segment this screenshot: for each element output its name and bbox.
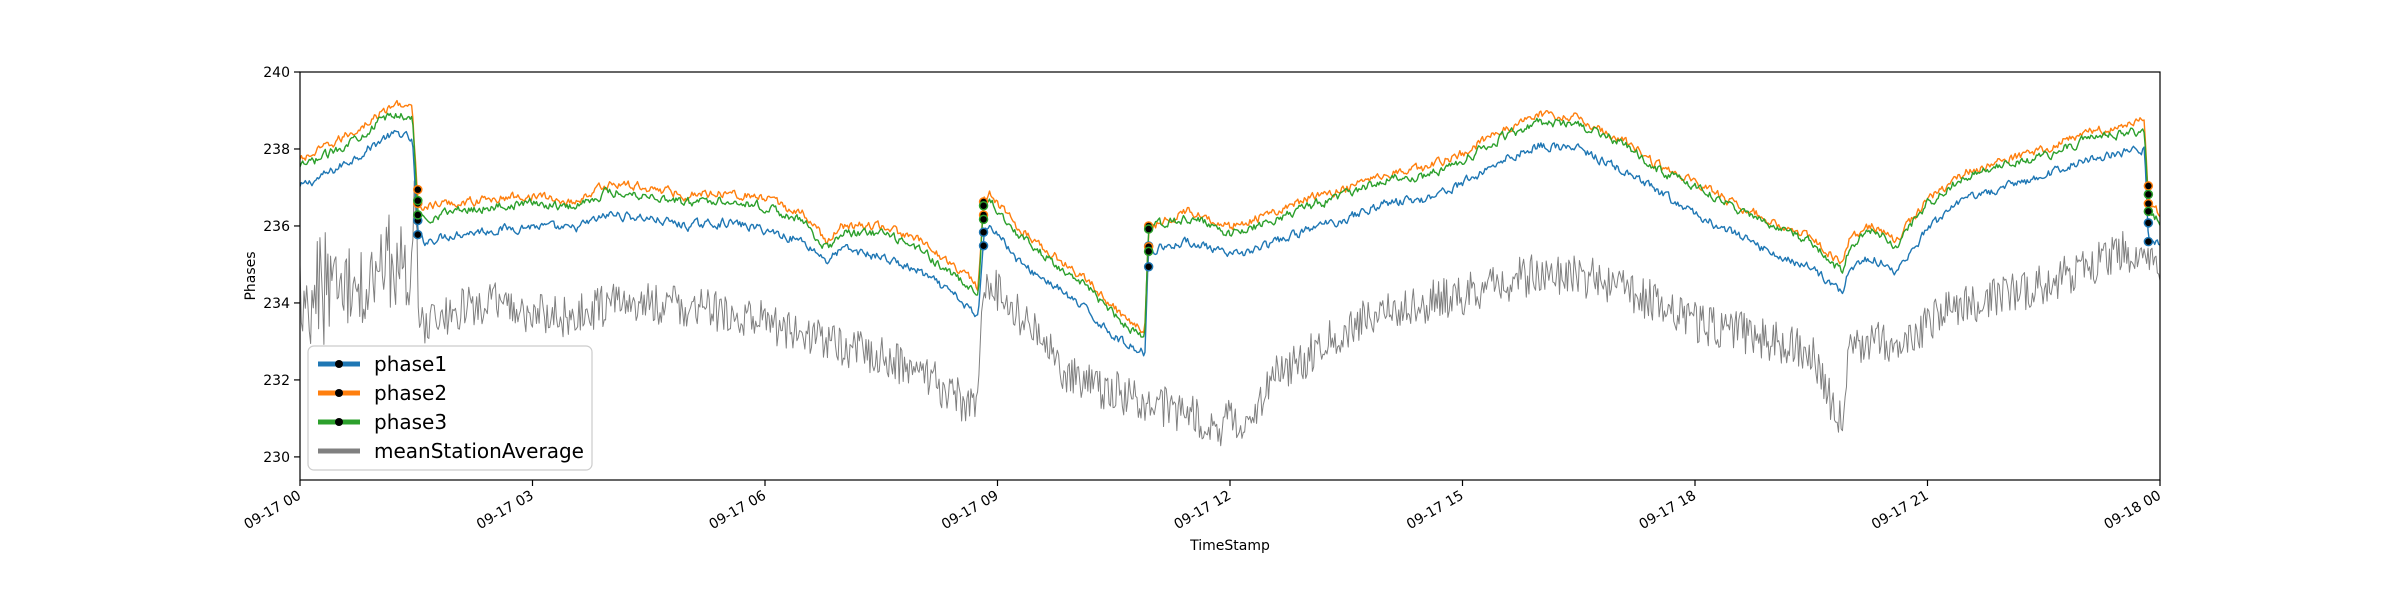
x-tick-label: 09-17 12 [1171, 488, 1234, 533]
change-marker [2143, 198, 2154, 209]
change-marker [2143, 236, 2154, 247]
y-tick-label: 238 [263, 142, 290, 158]
legend-marker [335, 360, 343, 368]
change-marker [978, 201, 989, 211]
legend-label: phase3 [374, 410, 447, 434]
change-marker [413, 210, 423, 220]
legend-label: phase1 [374, 352, 447, 376]
change-marker [978, 214, 989, 225]
y-tick-label: 234 [263, 296, 290, 312]
legend-frame [307, 345, 593, 471]
y-tick-label: 240 [263, 65, 290, 81]
change-markers [413, 181, 2154, 272]
change-marker [1143, 246, 1154, 257]
change-marker [2143, 218, 2154, 228]
change-marker [1143, 262, 1154, 272]
x-axis: 09-17 00 09-17 03 09-17 06 09-17 09 09-17 12… [241, 480, 2164, 533]
x-tick-label: 09-18 00 [2101, 488, 2164, 533]
legend-marker [335, 389, 343, 397]
x-tick-label: 09-17 00 [241, 488, 304, 533]
change-marker [2143, 189, 2154, 200]
change-marker [413, 195, 423, 206]
x-tick-label: 09-17 21 [1869, 488, 1932, 533]
series-line-meanStationAverage [300, 180, 2160, 447]
series-line-phase3 [300, 112, 2160, 338]
series-line-phase2 [300, 99, 2160, 334]
change-marker [2143, 206, 2154, 217]
change-marker [2143, 181, 2154, 191]
legend-label: meanStationAverage [374, 439, 584, 463]
legend-label: phase2 [374, 381, 447, 405]
series-line-phase1 [300, 129, 2160, 357]
y-axis: 230 232 234 236 238 240 [263, 65, 300, 466]
change-marker [978, 227, 989, 237]
x-tick-label: 09-17 18 [1636, 488, 1699, 533]
series-layer [300, 99, 2160, 447]
x-tick-label: 09-17 06 [706, 488, 769, 533]
y-axis-label: Phases [243, 251, 259, 300]
y-tick-label: 236 [263, 219, 290, 235]
x-tick-label: 09-17 03 [474, 488, 537, 533]
change-marker [1143, 224, 1154, 234]
x-tick-label: 09-17 09 [939, 488, 1002, 533]
legend: phase1 phase2 phase3 meanStationAverage [307, 345, 593, 471]
change-marker [978, 241, 989, 251]
change-marker [413, 184, 423, 195]
legend-items: phase1 phase2 phase3 meanStationAverage [318, 352, 584, 463]
x-axis-label: TimeStamp [1189, 538, 1270, 554]
y-tick-label: 232 [263, 373, 290, 389]
change-marker [413, 229, 423, 240]
legend-marker [335, 418, 343, 426]
x-tick-label: 09-17 15 [1404, 488, 1467, 533]
y-tick-label: 230 [263, 450, 290, 466]
